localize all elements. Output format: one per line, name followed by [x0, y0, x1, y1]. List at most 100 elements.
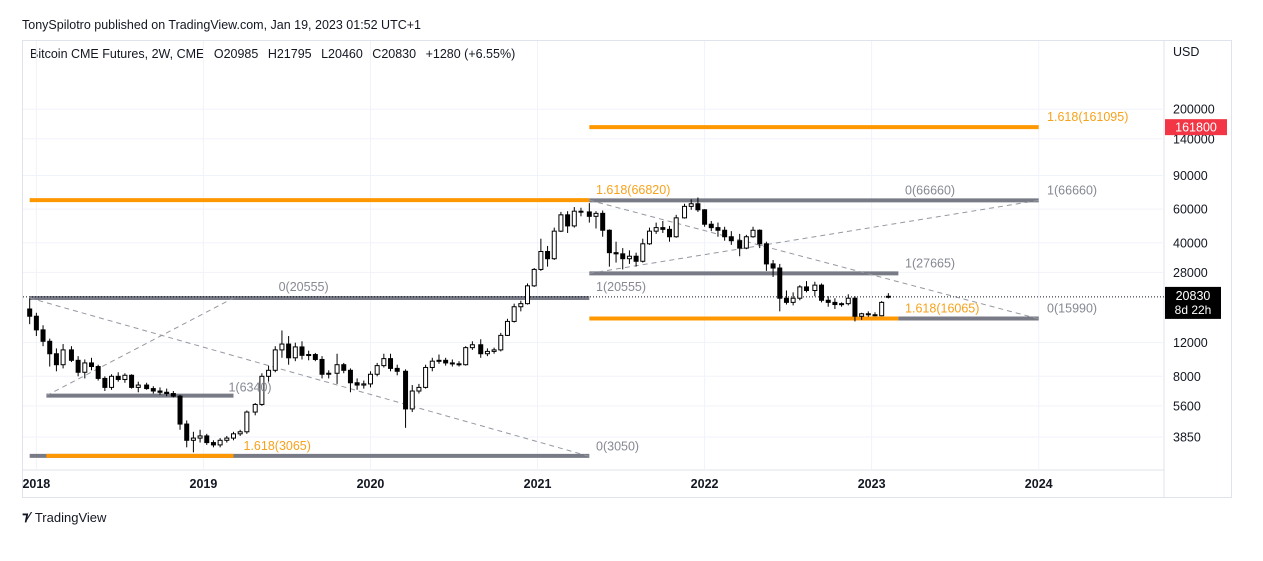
trend-dash-d[interactable] [589, 199, 1039, 274]
candle-body[interactable] [394, 367, 400, 372]
trend-dash-b[interactable] [46, 297, 234, 397]
candle-body[interactable] [456, 363, 462, 366]
candle-body[interactable] [586, 211, 592, 217]
candle-body[interactable] [613, 252, 619, 255]
candle-body[interactable] [715, 227, 721, 231]
candle-body[interactable] [545, 250, 551, 260]
candle-body[interactable] [388, 358, 394, 369]
candle-body[interactable] [531, 268, 537, 287]
y-tick-label[interactable]: 140000 [1173, 132, 1215, 146]
candle-body[interactable] [626, 255, 632, 260]
y-tick-label[interactable]: 5600 [1173, 399, 1201, 413]
candle-body[interactable] [319, 358, 325, 375]
candle-body[interactable] [600, 212, 606, 231]
candle-body[interactable] [53, 353, 59, 366]
candle-body[interactable] [68, 349, 74, 361]
candle-body[interactable] [682, 205, 688, 219]
candle-body[interactable] [403, 370, 409, 410]
y-tick-label[interactable]: 28000 [1173, 266, 1208, 280]
y-tick-label[interactable]: 200000 [1173, 103, 1215, 117]
candle-body[interactable] [728, 236, 734, 242]
candle-body[interactable] [33, 315, 39, 331]
candle-body[interactable] [341, 364, 347, 371]
candle-body[interactable] [157, 390, 163, 393]
candle-body[interactable] [266, 369, 272, 377]
candle-body[interactable] [790, 297, 796, 303]
candle-body[interactable] [279, 343, 285, 351]
x-tick-label[interactable]: 2019 [190, 477, 218, 491]
price-axis-currency[interactable]: USD [1173, 45, 1200, 59]
candle-body[interactable] [695, 203, 701, 211]
candle-body[interactable] [484, 350, 490, 355]
candle-body[interactable] [770, 263, 776, 269]
candle-body[interactable] [646, 230, 652, 245]
fib-drawings[interactable] [23, 125, 1164, 458]
candle-body[interactable] [885, 295, 891, 298]
candle-body[interactable] [190, 437, 196, 441]
candle-body[interactable] [237, 431, 243, 435]
candle-body[interactable] [374, 365, 380, 375]
candle-body[interactable] [571, 210, 577, 227]
candle-body[interactable] [872, 314, 878, 317]
candle-body[interactable] [443, 359, 449, 364]
candle-body[interactable] [660, 227, 666, 230]
candle-body[interactable] [653, 227, 659, 232]
candle-body[interactable] [150, 388, 156, 392]
x-tick-label[interactable]: 2018 [22, 477, 50, 491]
candle-body[interactable] [498, 334, 504, 351]
candle-body[interactable] [129, 374, 135, 388]
candle-body[interactable] [640, 243, 646, 262]
candle-body[interactable] [688, 203, 694, 207]
candle-body[interactable] [449, 362, 455, 365]
candle-body[interactable] [354, 382, 360, 386]
y-tick-label[interactable]: 90000 [1173, 169, 1208, 183]
y-tick-label[interactable]: 12000 [1173, 336, 1208, 350]
y-tick-label[interactable]: 3850 [1173, 431, 1201, 445]
symbol-name[interactable]: Bitcoin CME Futures, 2W, CME [30, 47, 205, 61]
candle-body[interactable] [47, 340, 53, 355]
candle-body[interactable] [75, 359, 81, 373]
candle-body[interactable] [620, 253, 626, 260]
candle-body[interactable] [60, 349, 66, 366]
y-tick-label[interactable]: 60000 [1173, 203, 1208, 217]
candle-body[interactable] [722, 229, 728, 238]
candle-body[interactable] [606, 229, 612, 254]
last-price-badge[interactable] [1165, 286, 1221, 319]
candle-body[interactable] [429, 360, 435, 368]
candle-body[interactable] [551, 230, 557, 260]
candle-body[interactable] [667, 228, 673, 238]
target-price-badge[interactable] [1165, 119, 1227, 136]
candle-body[interactable] [565, 214, 571, 227]
candle-body[interactable] [367, 373, 373, 385]
candle-body[interactable] [832, 301, 838, 306]
candle-body[interactable] [469, 344, 475, 349]
trend-dash-c[interactable] [589, 199, 1039, 320]
candle-body[interactable] [819, 284, 825, 301]
candle-body[interactable] [259, 375, 265, 405]
candle-body[interactable] [783, 297, 789, 303]
candle-body[interactable] [252, 403, 258, 413]
candle-body[interactable] [478, 344, 484, 355]
candle-body[interactable] [518, 303, 524, 308]
candle-body[interactable] [578, 210, 584, 213]
candle-body[interactable] [757, 229, 763, 245]
candle-body[interactable] [312, 354, 318, 360]
candle-body[interactable] [292, 346, 298, 359]
candle-body[interactable] [409, 390, 415, 410]
x-tick-label[interactable]: 2023 [858, 477, 886, 491]
candle-body[interactable] [845, 297, 851, 305]
candle-body[interactable] [504, 320, 510, 336]
candle-body[interactable] [593, 212, 599, 217]
candle-body[interactable] [463, 347, 469, 366]
candle-body[interactable] [777, 267, 783, 299]
candle-body[interactable] [381, 358, 387, 367]
candle-body[interactable] [803, 286, 809, 291]
candle-body[interactable] [839, 303, 845, 306]
symbol-legend[interactable]: Bitcoin CME Futures, 2W, CME O20985 H217… [30, 47, 521, 61]
candle-body[interactable] [797, 286, 803, 299]
candle-body[interactable] [299, 346, 305, 356]
candle-body[interactable] [306, 354, 312, 357]
candle-body[interactable] [170, 393, 176, 397]
candle-body[interactable] [40, 329, 46, 342]
